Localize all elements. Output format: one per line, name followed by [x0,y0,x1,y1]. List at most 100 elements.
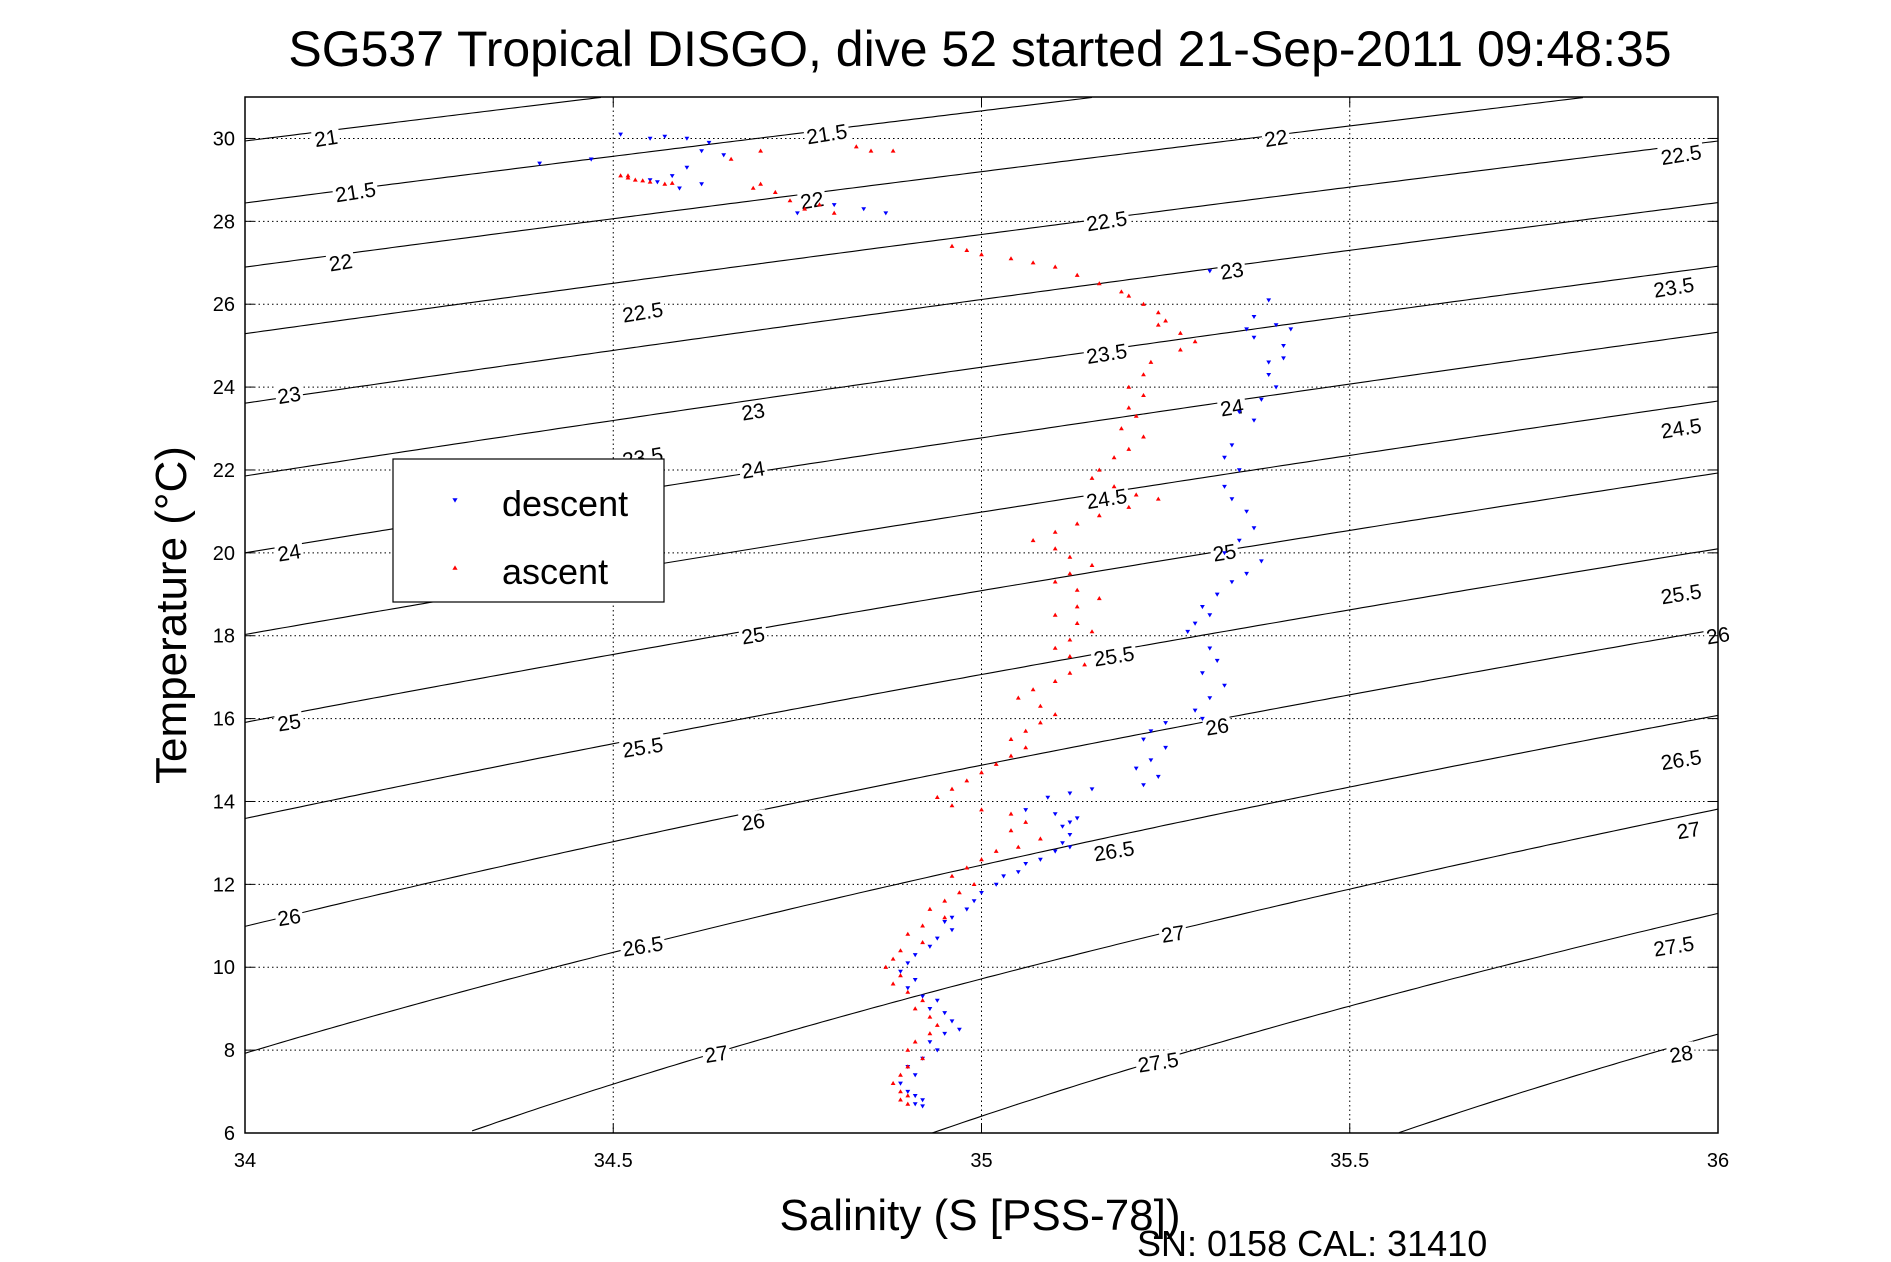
ascent-point [618,173,623,178]
descent-point [1236,468,1242,473]
descent-point [1207,613,1213,618]
ascent-point [669,180,675,185]
ascent-point [1126,384,1132,389]
descent-point [1222,484,1227,489]
ascent-point [1023,819,1029,824]
y-axis-ticks: 6 8 10 12 14 16 18 20 22 24 26 28 30 [213,128,1718,1145]
contour-label-bg [273,539,305,567]
contour-label: 22.5 [1085,207,1129,236]
ascent-point [802,206,808,211]
descent-point [677,186,682,191]
descent-point [1244,571,1249,576]
contour-label: 28 [1668,1042,1695,1068]
descent-point [1207,646,1213,651]
ascent-point [979,252,984,257]
descent-point [1001,874,1006,879]
descent-point [1229,443,1235,448]
descent-point [993,882,999,887]
descent-point [795,211,800,216]
contour-label-bg [1657,579,1706,610]
y-tick-label: 14 [213,791,235,813]
descent-point [1192,621,1198,626]
ascent-point [942,898,948,903]
density-contour-27.5 [932,912,1719,1134]
legend-ascent-triangle [452,565,458,570]
ascent-point [1074,272,1080,277]
contour-label-bg [1090,836,1139,867]
ascent-point [949,786,955,791]
descent-point [1163,745,1168,750]
ascent-point [1052,546,1058,551]
ascent-point [942,915,948,920]
descent-point [1259,559,1264,564]
ascent-point [831,210,837,215]
descent-point [1281,356,1286,361]
contour-label-bg [1657,414,1706,444]
contour-label: 22.5 [621,298,665,327]
contour-label: 27 [1675,818,1702,844]
ascent-point [1111,484,1117,489]
density-contour-25 [244,472,1719,723]
ascent-point [1155,310,1161,315]
descent-point [1067,820,1073,825]
descent-point [942,920,948,925]
ascent-point [1082,662,1087,667]
ascent-point [1155,322,1161,327]
descent-point [1236,410,1242,415]
descent-point [1222,455,1227,460]
density-contour-22.5 [244,140,1719,335]
ascent-point [787,198,793,203]
density-contours [244,96,1719,1134]
ascent-point [662,181,668,186]
ascent-point [920,1056,925,1061]
ascent-point [905,1093,911,1098]
ascent-point [890,1080,896,1085]
ascent-point [1119,289,1124,294]
x-tick-label: 35 [970,1150,992,1172]
ascent-point [934,1022,940,1027]
ascent-point [949,243,955,248]
descent-point [1222,683,1227,688]
ascent-point [1008,256,1014,261]
contour-label: 21.5 [334,178,378,207]
ascent-point [927,1031,933,1036]
contour-label: 25 [276,710,303,736]
descent-point [684,136,690,141]
y-tick-label: 18 [213,626,235,648]
ascent-point [772,189,778,194]
ascent-point [1141,393,1146,397]
density-contour-27 [471,808,1719,1132]
contour-label-bg [737,809,769,837]
ascent-point [625,173,631,178]
ascent-point [868,148,874,153]
contour-label: 23.5 [1085,340,1129,369]
ascent-point [912,1006,918,1011]
ascent-point [920,998,925,1003]
descent-point [1200,716,1205,721]
y-tick-label: 26 [213,294,235,316]
y-tick-label: 24 [213,377,235,399]
descent-point [1141,737,1146,742]
contour-label-bg [618,298,667,328]
ascent-point [1030,538,1036,543]
ascent-point [1111,455,1117,460]
chart-title: SG537 Tropical DISGO, dive 52 started 21… [288,21,1671,77]
y-tick-label: 20 [213,543,235,565]
ascent-point [1052,529,1058,534]
ascent-point [1030,260,1036,265]
ascent-point [1133,492,1139,497]
descent-point [588,157,594,162]
descent-point [721,153,727,158]
descent-point [1266,373,1272,377]
contour-label: 23.5 [1652,274,1696,303]
descent-point [1251,418,1257,423]
descent-point [1273,323,1279,328]
descent-point [1148,729,1154,734]
ascent-point [1163,318,1168,323]
instrument-info: SN: 0158 CAL: 31410 [1137,1223,1487,1262]
descent-point [949,915,955,920]
contour-label-bg [1090,642,1139,672]
descent-point [898,1081,903,1086]
ascent-point [927,1014,933,1019]
data-points [537,132,1294,1109]
